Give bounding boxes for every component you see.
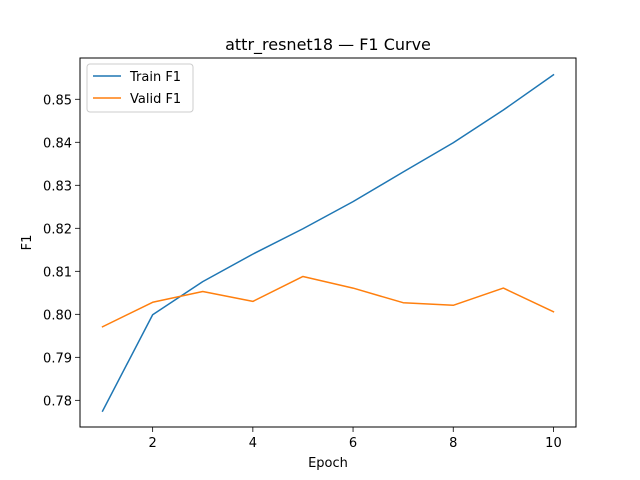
x-tick-label: 10 (545, 436, 562, 451)
legend: Train F1 Valid F1 (86, 63, 194, 113)
plot-frame (79, 57, 577, 428)
legend-label-valid-f1: Valid F1 (130, 92, 181, 107)
y-tick-label: 0.81 (43, 265, 72, 280)
x-tick-label: 4 (249, 436, 257, 451)
y-axis: 0.78 0.79 0.80 0.81 0.82 0.83 0.84 0.85 (43, 93, 80, 409)
x-axis: 2 4 6 8 10 (149, 427, 562, 451)
series-line-valid-f1 (101, 275, 555, 328)
y-tick-label: 0.85 (43, 93, 72, 108)
y-axis-title: F1 (20, 235, 35, 251)
y-tick-label: 0.79 (43, 351, 72, 366)
y-tick-label: 0.83 (43, 179, 72, 194)
y-tick-label: 0.80 (43, 308, 72, 323)
series-layer (101, 73, 555, 413)
y-tick-label: 0.84 (43, 136, 72, 151)
y-tick-label: 0.78 (43, 394, 72, 409)
x-tick-label: 2 (149, 436, 157, 451)
legend-label-train-f1: Train F1 (129, 70, 181, 85)
y-tick-label: 0.82 (43, 222, 72, 237)
x-tick-label: 6 (349, 436, 357, 451)
chart-title: attr_resnet18 — F1 Curve (225, 35, 431, 55)
x-axis-title: Epoch (308, 456, 348, 471)
series-line-train-f1 (101, 73, 555, 413)
x-tick-label: 8 (449, 436, 457, 451)
